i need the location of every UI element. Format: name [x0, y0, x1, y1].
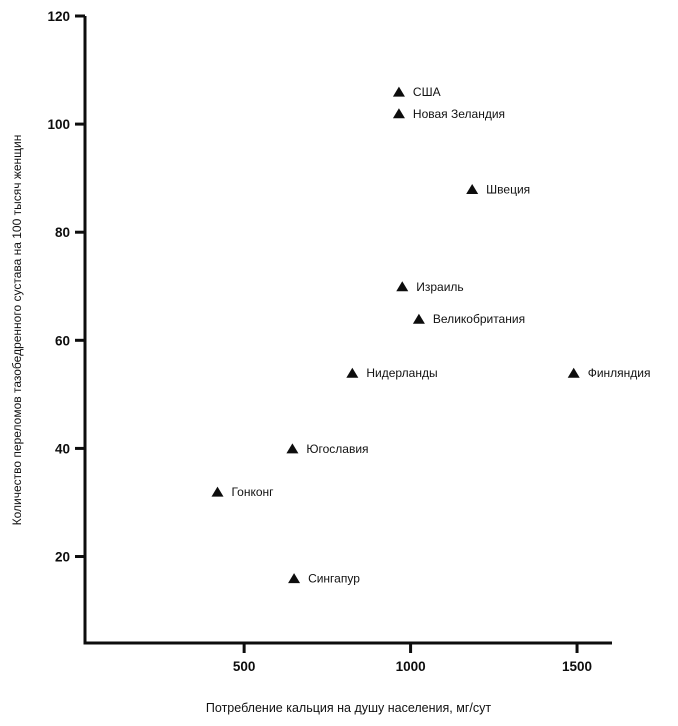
data-point-marker — [396, 281, 409, 292]
data-point-label: Новая Зеландия — [413, 107, 505, 121]
data-point-label: Швеция — [486, 182, 530, 196]
data-point-label: Гонконг — [231, 485, 274, 499]
data-point-marker — [346, 367, 359, 378]
y-tick-label: 100 — [47, 117, 70, 132]
x-tick-label: 1000 — [396, 659, 426, 674]
data-point-label: Израиль — [416, 280, 463, 294]
x-tick-label: 1500 — [562, 659, 592, 674]
y-tick-label: 20 — [55, 550, 70, 565]
data-point-marker — [392, 86, 405, 97]
data-point-marker — [567, 367, 580, 378]
data-point-marker — [211, 486, 224, 497]
y-tick-label: 120 — [47, 9, 70, 24]
data-point-label: Финляндия — [588, 366, 651, 380]
y-tick-label: 60 — [55, 333, 70, 348]
data-point-label: Югославия — [306, 442, 368, 456]
data-point-label: США — [413, 85, 441, 99]
x-axis-title: Потребление кальция на душу населения, м… — [205, 701, 492, 715]
data-point-marker — [286, 443, 299, 454]
x-tick-label: 500 — [233, 659, 256, 674]
data-point-label: Великобритания — [433, 312, 525, 326]
y-tick-label: 80 — [55, 225, 70, 240]
data-point-marker — [412, 313, 425, 324]
y-axis-title: Количество переломов тазобедренного суст… — [10, 134, 24, 526]
data-point-marker — [466, 183, 479, 194]
data-point-marker — [392, 108, 405, 119]
data-point-marker — [288, 573, 301, 584]
data-point-label: Нидерланды — [366, 366, 437, 380]
data-point-label: Сингапур — [308, 572, 360, 586]
y-tick-label: 40 — [55, 441, 70, 456]
